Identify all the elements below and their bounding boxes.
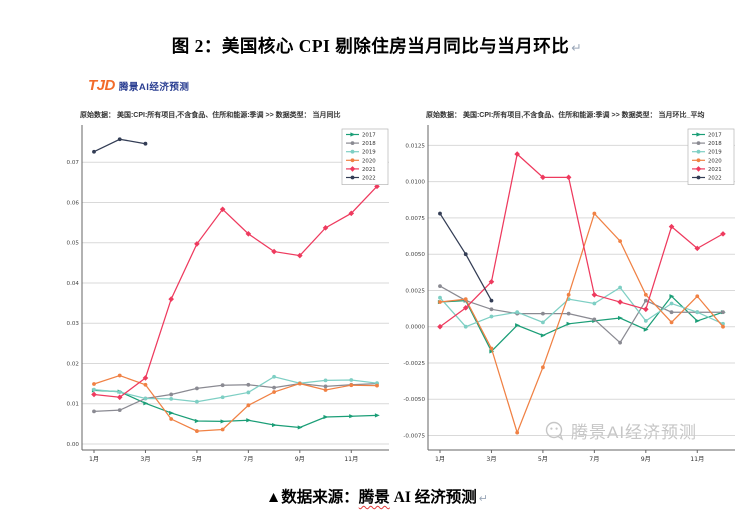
tjd-logo-text: 腾景AI经济预测: [118, 81, 190, 93]
svg-text:1月: 1月: [89, 456, 99, 463]
tjd-logo: TJD 腾景AI经济预测: [88, 77, 189, 94]
svg-text:5月: 5月: [538, 456, 548, 463]
svg-text:3月: 3月: [486, 456, 496, 463]
paragraph-mark: ↵: [571, 41, 583, 55]
svg-text:0.05: 0.05: [67, 241, 80, 247]
svg-text:7月: 7月: [243, 456, 253, 463]
svg-text:0.0050: 0.0050: [405, 252, 425, 258]
watermark: 腾景AI经济预测: [544, 418, 697, 443]
chart-mom: 原始数据： 美国:CPI:所有项目,不含食品、住所和能源:季调 >> 数据类型：…: [396, 110, 741, 468]
svg-text:0.0075: 0.0075: [405, 216, 425, 222]
svg-text:9月: 9月: [295, 456, 305, 463]
svg-text:2022: 2022: [708, 176, 722, 182]
svg-text:0.02: 0.02: [67, 361, 79, 367]
svg-text:2022: 2022: [362, 176, 376, 182]
chart-mom-canvas: -0.0075 -0.0050 -0.0025 0.0000 0.0025 0.0050 0…: [403, 125, 735, 463]
data-source-caption: ▲数据来源：腾景 AI 经济预测 ↵: [0, 485, 754, 507]
svg-text:2019: 2019: [362, 150, 376, 156]
caption-brand: 腾景: [358, 489, 390, 506]
svg-text:2020: 2020: [362, 158, 376, 164]
svg-text:0.0100: 0.0100: [405, 180, 425, 186]
figure-title: 图 2：美国核心 CPI 剔除住房当月同比与当月环比 ↵: [0, 33, 754, 58]
svg-text:0.01: 0.01: [67, 402, 80, 408]
wechat-icon: [545, 421, 564, 441]
svg-text:-0.0075: -0.0075: [403, 433, 425, 439]
tjd-logo-mark: TJD: [88, 77, 115, 94]
svg-text:0.0000: 0.0000: [405, 325, 425, 331]
svg-text:11月: 11月: [344, 456, 358, 463]
svg-text:11月: 11月: [690, 456, 704, 463]
chart-yoy-canvas: 0.00 0.01 0.02 0.03 0.04 0.05 0.06 0.07 1月 3月 5月 7月…: [67, 125, 389, 463]
svg-text:5月: 5月: [192, 456, 202, 463]
svg-text:2019: 2019: [708, 150, 722, 156]
svg-text:2018: 2018: [362, 141, 376, 147]
svg-text:7月: 7月: [589, 456, 599, 463]
figure-title-text: 图 2：美国核心 CPI 剔除住房当月同比与当月环比: [171, 36, 570, 56]
svg-text:0.0125: 0.0125: [405, 143, 425, 149]
svg-text:-0.0025: -0.0025: [403, 361, 425, 367]
svg-text:1月: 1月: [435, 456, 445, 463]
svg-text:0.07: 0.07: [67, 160, 80, 166]
caption-prefix: ▲数据来源：: [265, 489, 359, 506]
svg-text:2021: 2021: [708, 167, 722, 173]
svg-text:9月: 9月: [641, 456, 651, 463]
svg-text:2021: 2021: [362, 167, 376, 173]
paragraph-mark: ↵: [478, 493, 489, 505]
svg-text:0.0025: 0.0025: [405, 288, 425, 294]
svg-text:0.00: 0.00: [67, 442, 80, 448]
svg-text:2017: 2017: [708, 133, 722, 139]
svg-text:0.06: 0.06: [67, 200, 80, 206]
svg-text:0.03: 0.03: [67, 321, 80, 327]
svg-text:2018: 2018: [708, 141, 722, 147]
svg-text:2017: 2017: [362, 133, 376, 139]
chart-yoy-header: 原始数据： 美国:CPI:所有项目,不含食品、住所和能源:季调 >> 数据类型：…: [80, 112, 341, 119]
svg-text:2020: 2020: [708, 158, 722, 164]
watermark-text: 腾景AI经济预测: [571, 423, 698, 442]
chart-mom-header: 原始数据： 美国:CPI:所有项目,不含食品、住所和能源:季调 >> 数据类型：…: [426, 112, 705, 119]
caption-suffix: AI 经济预测: [389, 489, 477, 506]
svg-text:0.04: 0.04: [67, 281, 80, 287]
chart-yoy: 原始数据： 美国:CPI:所有项目,不含食品、住所和能源:季调 >> 数据类型：…: [50, 110, 395, 468]
svg-text:3月: 3月: [140, 456, 150, 463]
svg-text:-0.0050: -0.0050: [403, 397, 425, 403]
